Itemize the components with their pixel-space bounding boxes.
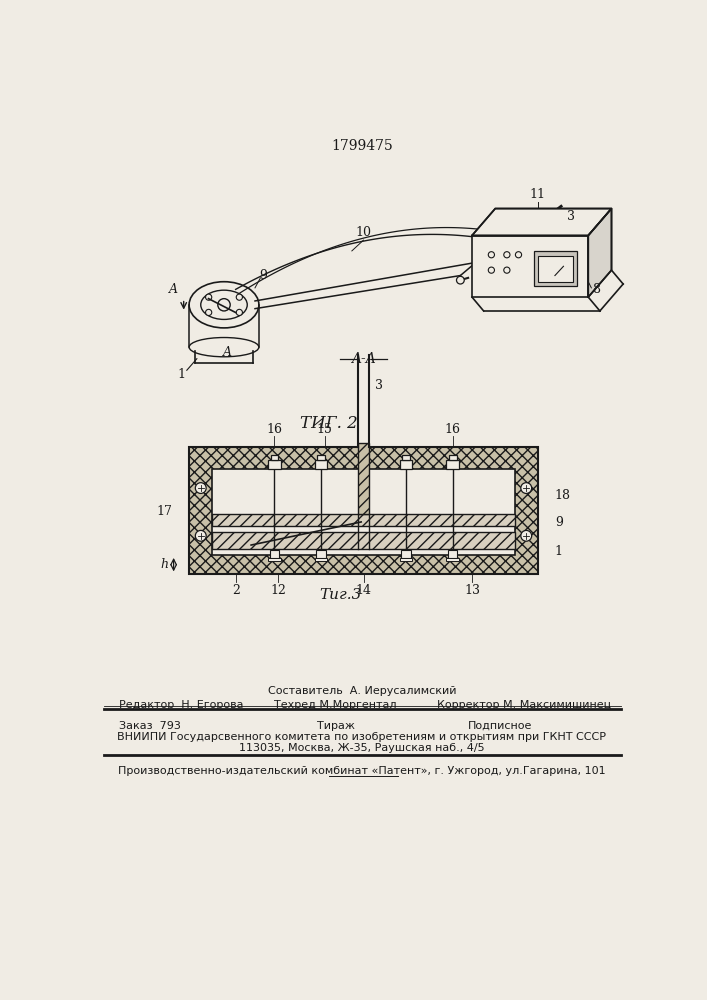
Circle shape	[236, 294, 243, 300]
Polygon shape	[472, 209, 612, 235]
Circle shape	[521, 530, 532, 541]
Bar	[472, 235, 588, 297]
Circle shape	[206, 309, 212, 316]
Bar	[400, 460, 412, 469]
Text: 18: 18	[555, 489, 571, 502]
Circle shape	[489, 252, 494, 258]
Circle shape	[457, 276, 464, 284]
Circle shape	[236, 309, 243, 316]
Circle shape	[489, 267, 494, 273]
Text: A-A: A-A	[351, 352, 376, 366]
Circle shape	[504, 252, 510, 258]
Bar	[270, 550, 279, 558]
Text: ВНИИПИ Государсвенного комитета по изобретениям и открытиям при ГКНТ СССР: ВНИИПИ Государсвенного комитета по изобр…	[117, 732, 607, 742]
Circle shape	[521, 483, 532, 493]
Bar	[268, 460, 281, 469]
Text: 3: 3	[567, 210, 575, 223]
Text: 9: 9	[259, 269, 267, 282]
Text: 15: 15	[317, 423, 333, 436]
Bar	[212, 532, 515, 549]
Bar	[271, 455, 279, 460]
Text: 16: 16	[445, 423, 461, 436]
Bar	[449, 455, 457, 460]
Text: Тираж: Тираж	[317, 721, 355, 731]
Bar	[538, 256, 573, 282]
Bar	[268, 558, 281, 561]
Bar	[316, 550, 325, 558]
Bar	[534, 251, 577, 286]
Bar	[400, 558, 412, 561]
Text: Техред М.Моргентал: Техред М.Моргентал	[274, 700, 397, 710]
Bar	[446, 460, 459, 469]
Text: 9: 9	[555, 516, 563, 529]
Text: Производственно-издательский комбинат «Патент», г. Ужгород, ул.Гагарина, 101: Производственно-издательский комбинат «П…	[118, 766, 606, 776]
Bar	[402, 550, 411, 558]
Text: 12: 12	[270, 584, 286, 597]
Text: 11: 11	[530, 188, 546, 201]
Text: 13: 13	[464, 584, 480, 597]
Circle shape	[195, 483, 206, 493]
Text: Составитель  А. Иерусалимский: Составитель А. Иерусалимский	[268, 686, 456, 696]
Text: 16: 16	[267, 423, 282, 436]
Text: A: A	[223, 346, 233, 359]
Text: 3: 3	[375, 379, 383, 392]
Circle shape	[218, 299, 230, 311]
Text: A: A	[169, 283, 178, 296]
Bar	[212, 514, 515, 526]
Text: h: h	[160, 558, 168, 571]
Text: 14: 14	[356, 584, 371, 597]
Bar	[212, 469, 515, 555]
Text: 2: 2	[232, 584, 240, 597]
Text: 113035, Москва, Ж-35, Раушская наб., 4/5: 113035, Москва, Ж-35, Раушская наб., 4/5	[239, 743, 485, 753]
Text: 17: 17	[156, 505, 172, 518]
Bar	[358, 443, 369, 514]
Polygon shape	[588, 209, 612, 297]
Bar	[189, 447, 538, 574]
Text: 1: 1	[177, 368, 185, 381]
Text: 8: 8	[592, 283, 600, 296]
Bar	[315, 558, 327, 561]
Bar	[402, 455, 410, 460]
Circle shape	[504, 267, 510, 273]
Text: ΤИГ. 2: ΤИГ. 2	[300, 415, 358, 432]
Bar	[446, 558, 459, 561]
Text: 1: 1	[555, 545, 563, 558]
Circle shape	[206, 294, 212, 300]
Text: Τиг.3: Τиг.3	[319, 588, 361, 602]
Text: Редактор  Н. Егорова: Редактор Н. Егорова	[119, 700, 244, 710]
Text: Заказ  793: Заказ 793	[119, 721, 181, 731]
Bar	[317, 455, 325, 460]
Text: 1799475: 1799475	[331, 139, 393, 153]
Bar	[315, 460, 327, 469]
Text: Подписное: Подписное	[468, 721, 532, 731]
Bar	[448, 550, 457, 558]
Text: Корректор М. Максимишинец: Корректор М. Максимишинец	[437, 700, 612, 710]
Circle shape	[195, 530, 206, 541]
Text: 10: 10	[356, 226, 371, 239]
Circle shape	[515, 252, 522, 258]
